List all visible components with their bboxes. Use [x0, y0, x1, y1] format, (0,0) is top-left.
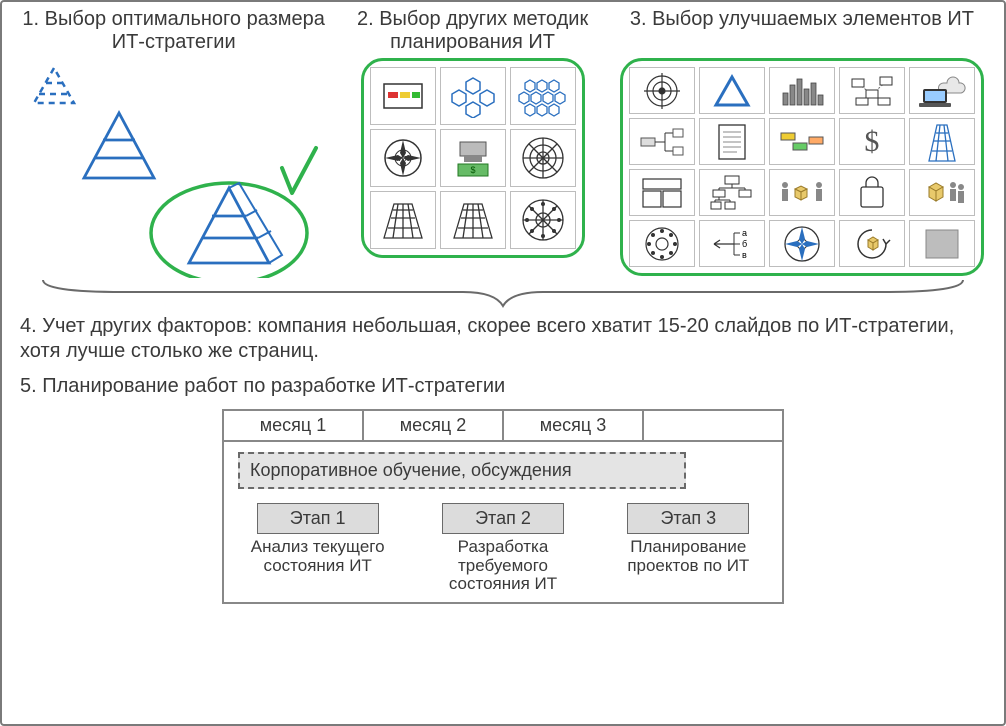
svg-text:$: $ — [470, 165, 475, 175]
text-block: 4. Учет других факторов: компания неболь… — [2, 314, 1004, 399]
section-3-title: 3. Выбор улучшаемых элементов ИТ — [630, 8, 974, 54]
grid-3: $ абв — [629, 67, 975, 267]
icon-document — [699, 118, 765, 165]
schedule-body: Корпоративное обучение, обсуждения Этап … — [223, 441, 783, 603]
grid-2: ИТ $ — [370, 67, 576, 249]
stage-3-desc: Планирование проектов по ИТ — [609, 538, 768, 575]
icon-radar — [510, 129, 576, 187]
section-1-title: 1. Выбор оптимального размера ИТ-стратег… — [14, 8, 333, 54]
icon-triangle — [699, 67, 765, 114]
section-2-title: 2. Выбор других методик планирования ИТ — [343, 8, 602, 54]
svg-text:а: а — [742, 228, 747, 238]
stage-2: Этап 2 Разработка требуемого состояния И… — [423, 503, 582, 594]
icon-bar-chart — [769, 67, 835, 114]
icon-gear-wheel — [629, 220, 695, 267]
stage-1-desc: Анализ текущего состояния ИТ — [238, 538, 397, 575]
icon-money-printer: $ — [440, 129, 506, 187]
icon-compass-it: ИТ — [370, 129, 436, 187]
training-bar: Корпоративное обучение, обсуждения — [238, 452, 686, 489]
section-2: 2. Выбор других методик планирования ИТ … — [343, 8, 602, 276]
icon-layout — [629, 169, 695, 216]
stage-1: Этап 1 Анализ текущего состояния ИТ — [238, 503, 397, 594]
icon-compass-blue — [769, 220, 835, 267]
icon-hexagons — [440, 67, 506, 125]
month-4 — [643, 410, 783, 441]
pyramid-choices — [24, 58, 324, 268]
icon-gray-block — [909, 220, 975, 267]
icon-branch — [629, 118, 695, 165]
icon-bag — [839, 169, 905, 216]
icon-wheel — [510, 191, 576, 249]
schedule-header: месяц 1 месяц 2 месяц 3 — [223, 410, 783, 441]
stage-1-label: Этап 1 — [257, 503, 379, 534]
month-2: месяц 2 — [363, 410, 503, 441]
schedule: месяц 1 месяц 2 месяц 3 Корпоративное об… — [222, 409, 784, 604]
grid-3-wrap: $ абв — [620, 58, 984, 276]
icon-abc-arrow: абв — [699, 220, 765, 267]
svg-text:б: б — [742, 239, 747, 249]
stages-row: Этап 1 Анализ текущего состояния ИТ Этап… — [238, 503, 768, 594]
stage-3: Этап 3 Планирование проектов по ИТ — [609, 503, 768, 594]
icon-target — [629, 67, 695, 114]
icon-skyscraper — [909, 118, 975, 165]
icon-people-cubes — [769, 169, 835, 216]
grid-2-wrap: ИТ $ — [361, 58, 585, 258]
icon-mini-gantt — [769, 118, 835, 165]
icon-kanban — [370, 67, 436, 125]
month-3: месяц 3 — [503, 410, 643, 441]
icon-laptop-cloud — [909, 67, 975, 114]
stage-2-label: Этап 2 — [442, 503, 564, 534]
top-row: 1. Выбор оптимального размера ИТ-стратег… — [2, 2, 1004, 276]
section-3: 3. Выбор улучшаемых элементов ИТ $ — [612, 8, 992, 276]
icon-grid-persp-1 — [370, 191, 436, 249]
icon-cycle-cube — [839, 220, 905, 267]
icon-grid-persp-2 — [440, 191, 506, 249]
icon-cube-people — [909, 169, 975, 216]
icon-org-chart — [699, 169, 765, 216]
curly-brace — [2, 276, 1004, 310]
section-5-text: 5. Планирование работ по разработке ИТ-с… — [20, 374, 986, 399]
stage-3-label: Этап 3 — [627, 503, 749, 534]
month-1: месяц 1 — [223, 410, 363, 441]
icon-network — [839, 67, 905, 114]
section-1: 1. Выбор оптимального размера ИТ-стратег… — [14, 8, 333, 276]
stage-2-desc: Разработка требуемого состояния ИТ — [423, 538, 582, 594]
svg-text:в: в — [742, 250, 747, 260]
icon-hex-cluster — [510, 67, 576, 125]
diagram-frame: 1. Выбор оптимального размера ИТ-стратег… — [0, 0, 1006, 726]
section-4-text: 4. Учет других факторов: компания неболь… — [20, 314, 986, 364]
icon-dollar: $ — [839, 118, 905, 165]
